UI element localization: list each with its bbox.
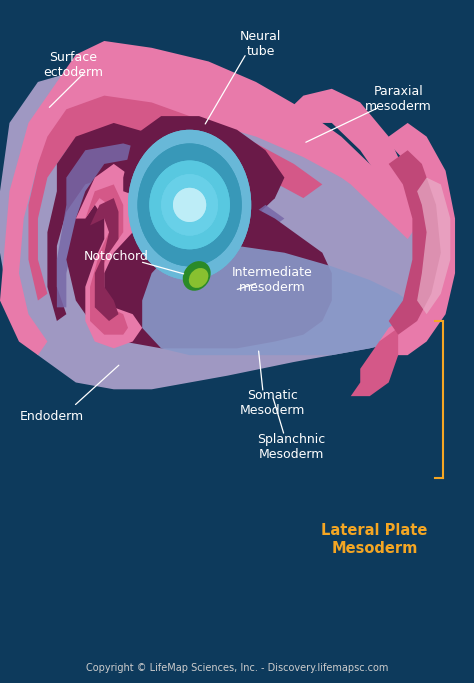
Ellipse shape [161,174,218,236]
Text: Copyright © LifeMap Sciences, Inc. - Discovery.lifemapsc.com: Copyright © LifeMap Sciences, Inc. - Dis… [86,663,388,673]
Polygon shape [47,123,275,321]
Text: Endoderm: Endoderm [20,410,84,423]
Polygon shape [0,68,427,389]
Polygon shape [142,246,417,355]
Ellipse shape [183,261,210,291]
Ellipse shape [161,174,218,236]
Text: Neural
tube: Neural tube [240,31,282,58]
Polygon shape [370,123,455,355]
Text: Notochord: Notochord [84,249,148,263]
Ellipse shape [128,130,251,280]
Text: Paraxial
mesoderm: Paraxial mesoderm [365,85,431,113]
Polygon shape [57,143,284,307]
Text: Splanchnic
Mesoderm: Splanchnic Mesoderm [257,434,326,461]
Polygon shape [0,61,360,355]
Ellipse shape [173,188,206,222]
Ellipse shape [149,161,230,249]
Polygon shape [66,157,332,348]
Polygon shape [351,328,398,396]
Polygon shape [275,89,417,225]
Text: Intermediate
mesoderm: Intermediate mesoderm [232,266,313,294]
Text: Lateral Plate
Mesoderm: Lateral Plate Mesoderm [321,523,428,556]
Polygon shape [76,164,142,348]
Ellipse shape [149,161,230,249]
Polygon shape [85,184,128,335]
Polygon shape [47,41,417,239]
Ellipse shape [173,188,206,222]
Polygon shape [417,178,450,314]
Ellipse shape [137,143,242,266]
Polygon shape [123,116,284,212]
Ellipse shape [128,130,251,280]
Text: Somatic
Mesoderm: Somatic Mesoderm [240,389,305,417]
Polygon shape [28,96,322,301]
Polygon shape [90,198,118,321]
Ellipse shape [137,143,242,266]
Text: Surface
ectoderm: Surface ectoderm [44,51,103,79]
Ellipse shape [189,268,209,288]
Polygon shape [389,150,441,335]
